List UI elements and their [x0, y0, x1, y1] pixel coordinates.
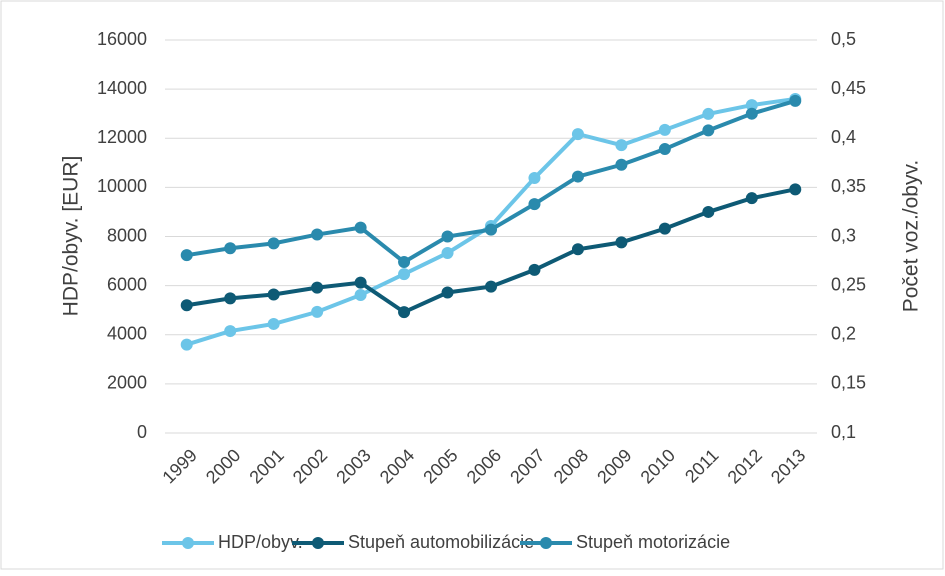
- data-point: [398, 256, 411, 269]
- data-point: [571, 170, 584, 183]
- data-point: [658, 222, 671, 235]
- data-point: [789, 183, 802, 196]
- data-point: [441, 246, 454, 259]
- y2-tick-label: 0,15: [831, 373, 866, 393]
- data-point: [441, 286, 454, 299]
- y2-tick-label: 0,45: [831, 78, 866, 98]
- legend-label: Stupeň motorizácie: [576, 532, 730, 552]
- y-tick-label: 0: [137, 422, 147, 442]
- data-point: [180, 249, 193, 262]
- data-point: [528, 172, 541, 185]
- y-tick-label: 14000: [97, 78, 147, 98]
- data-point: [267, 237, 280, 250]
- legend-marker: [540, 537, 552, 549]
- data-point: [354, 221, 367, 234]
- data-point: [311, 281, 324, 294]
- legend-label: HDP/obyv.: [218, 532, 303, 552]
- data-point: [615, 158, 628, 171]
- data-point: [441, 230, 454, 243]
- data-point: [398, 306, 411, 319]
- data-point: [311, 228, 324, 241]
- data-point: [485, 280, 497, 293]
- data-point: [267, 288, 280, 301]
- y2-tick-label: 0,2: [831, 324, 856, 344]
- data-point: [180, 299, 193, 312]
- legend-marker: [182, 537, 194, 549]
- data-point: [354, 276, 367, 289]
- data-point: [658, 143, 671, 156]
- data-point: [528, 263, 541, 276]
- data-point: [745, 99, 758, 112]
- y2-tick-label: 0,4: [831, 127, 856, 147]
- data-point: [311, 305, 324, 318]
- y-tick-label: 6000: [107, 274, 147, 294]
- y2-tick-label: 0,3: [831, 225, 856, 245]
- y2-tick-label: 0,35: [831, 176, 866, 196]
- data-point: [267, 317, 280, 330]
- y-tick-label: 12000: [97, 127, 147, 147]
- data-point: [224, 292, 237, 305]
- y-tick-label: 8000: [107, 225, 147, 245]
- data-point: [702, 107, 715, 120]
- data-point: [180, 338, 193, 351]
- y-tick-label: 2000: [107, 373, 147, 393]
- data-point: [224, 242, 237, 255]
- data-point: [745, 192, 758, 205]
- data-point: [745, 107, 758, 120]
- y2-tick-label: 0,5: [831, 29, 856, 49]
- data-point: [485, 223, 497, 236]
- data-point: [398, 268, 411, 281]
- data-point: [571, 128, 584, 141]
- y-tick-label: 16000: [97, 29, 147, 49]
- data-point: [658, 123, 671, 136]
- legend-label: Stupeň automobilizácie: [348, 532, 534, 552]
- y-tick-label: 10000: [97, 176, 147, 196]
- legend-marker: [312, 537, 324, 549]
- data-point: [702, 124, 715, 137]
- y2-tick-label: 0,1: [831, 422, 856, 442]
- y-tick-label: 4000: [107, 324, 147, 344]
- data-point: [224, 325, 237, 338]
- y2-axis-label: Počet voz./obyv.: [900, 160, 923, 313]
- y-axis-label: HDP/obyv. [EUR]: [60, 156, 83, 317]
- data-point: [571, 243, 584, 256]
- data-point: [702, 205, 715, 218]
- data-point: [528, 198, 541, 211]
- data-point: [615, 139, 628, 152]
- data-point: [354, 288, 367, 301]
- data-point: [789, 94, 802, 107]
- y2-tick-label: 0,25: [831, 274, 866, 294]
- data-point: [615, 236, 628, 249]
